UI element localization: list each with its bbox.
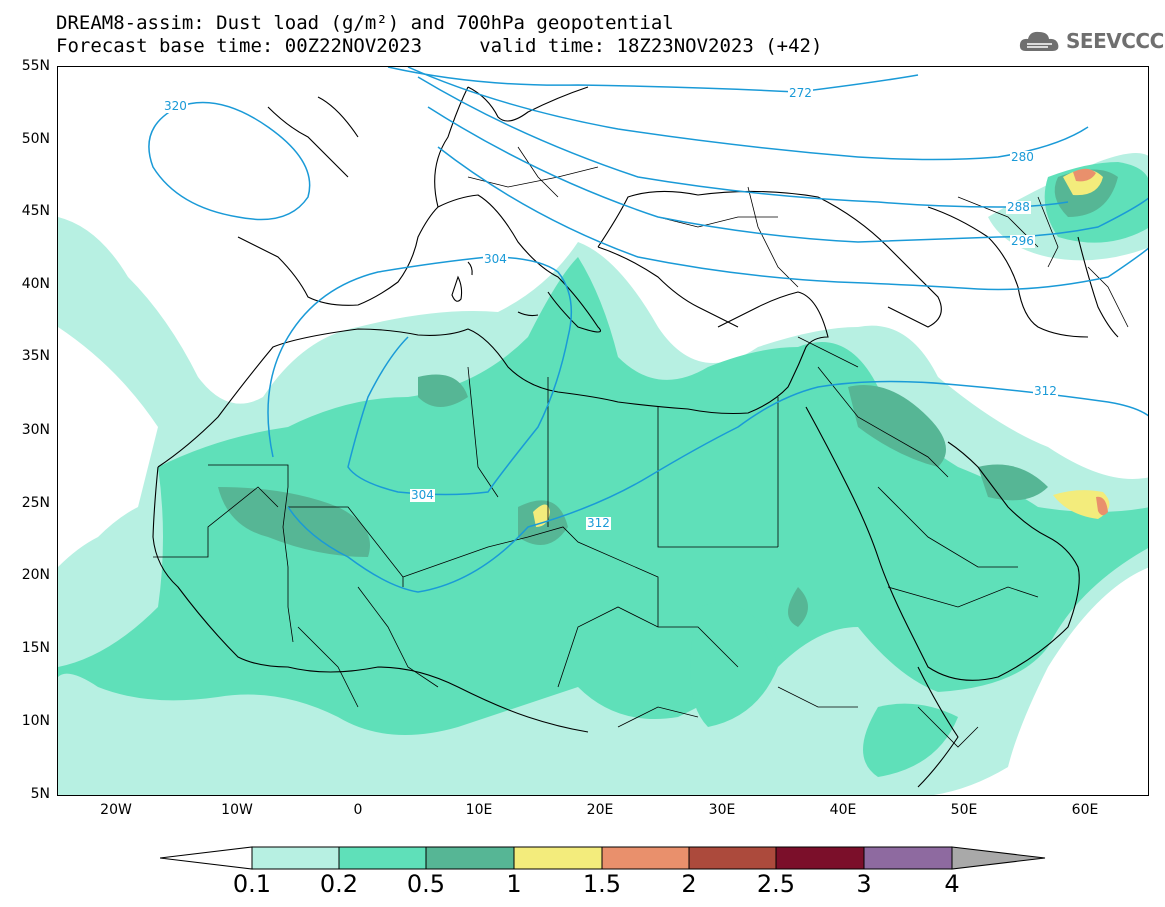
lat-label: 35N (21, 348, 50, 364)
lon-label: 30E (708, 802, 736, 818)
lat-label: 55N (21, 58, 50, 74)
colorbar-label: 2.5 (756, 870, 796, 898)
colorbar-label: 2 (681, 870, 697, 898)
dust-level-1.5 (1073, 168, 1108, 516)
contour-label: 320 (163, 99, 188, 113)
map-title: DREAM8-assim: Dust load (g/m²) and 700hP… (56, 12, 674, 34)
contour-320 (148, 101, 311, 221)
lat-label: 30N (21, 422, 50, 438)
logo-text: SEEVCCC (1066, 29, 1164, 53)
colorbar-label: 3 (856, 870, 872, 898)
borders (153, 146, 1129, 748)
lat-label: 15N (21, 640, 50, 656)
contour-label: 288 (1006, 200, 1031, 214)
contour-304 (267, 256, 573, 496)
contour-label: 296 (1010, 234, 1035, 248)
contour-296 (427, 106, 1148, 243)
forecast-time: Forecast base time: 00Z22NOV2023 valid t… (56, 35, 823, 57)
contour-312 (287, 380, 1148, 593)
lon-label: 20E (586, 802, 614, 818)
contour-label: 312 (1033, 384, 1058, 398)
contour-label: 272 (788, 86, 813, 100)
contour-304-north (437, 146, 1148, 291)
seevccc-logo: SEEVCCC (1018, 26, 1164, 56)
lon-label: 20W (100, 802, 132, 818)
dust-map: 320 304 272 280 288 296 304 312 312 (57, 66, 1149, 796)
colorbar (160, 846, 1046, 870)
lon-label: 50E (950, 802, 978, 818)
contour-label: 280 (1010, 150, 1035, 164)
colorbar-label: 1 (506, 870, 522, 898)
lon-label: 0 (353, 802, 363, 818)
colorbar-label: 0.1 (232, 870, 272, 898)
lat-label: 5N (30, 786, 50, 802)
lon-label: 60E (1071, 802, 1099, 818)
geopotential-contours (148, 67, 1148, 593)
contour-label: 304 (483, 252, 508, 266)
colorbar-high-arrow (951, 846, 1046, 870)
contour-288 (417, 76, 1069, 208)
lat-label: 25N (21, 495, 50, 511)
colorbar-swatch (251, 846, 340, 870)
lat-label: 10N (21, 713, 50, 729)
colorbar-label: 0.2 (319, 870, 359, 898)
lat-label: 50N (21, 131, 50, 147)
lat-label: 45N (21, 203, 50, 219)
colorbar-swatch (513, 846, 603, 870)
contour-280 (407, 67, 1089, 161)
lon-label: 40E (829, 802, 857, 818)
colorbar-swatch (688, 846, 777, 870)
colorbar-swatch (775, 846, 865, 870)
lat-label: 20N (21, 567, 50, 583)
cloud-logo-icon (1019, 31, 1059, 51)
lat-label: 40N (21, 276, 50, 292)
lon-label: 10W (221, 802, 253, 818)
contour-label: 304 (410, 488, 435, 502)
contour-272 (387, 67, 919, 93)
contour-label: 312 (586, 516, 611, 530)
colorbar-low-arrow (160, 846, 253, 870)
colorbar-label: 1.5 (582, 870, 622, 898)
colorbar-swatch (863, 846, 953, 870)
lon-label: 10E (465, 802, 493, 818)
colorbar-label: 0.5 (406, 870, 446, 898)
dust-level-0.5 (218, 169, 1118, 627)
colorbar-swatch (601, 846, 690, 870)
colorbar-label: 4 (944, 870, 960, 898)
coastlines (152, 86, 1119, 788)
colorbar-swatch (338, 846, 427, 870)
map-canvas (58, 67, 1148, 795)
colorbar-swatch (425, 846, 515, 870)
